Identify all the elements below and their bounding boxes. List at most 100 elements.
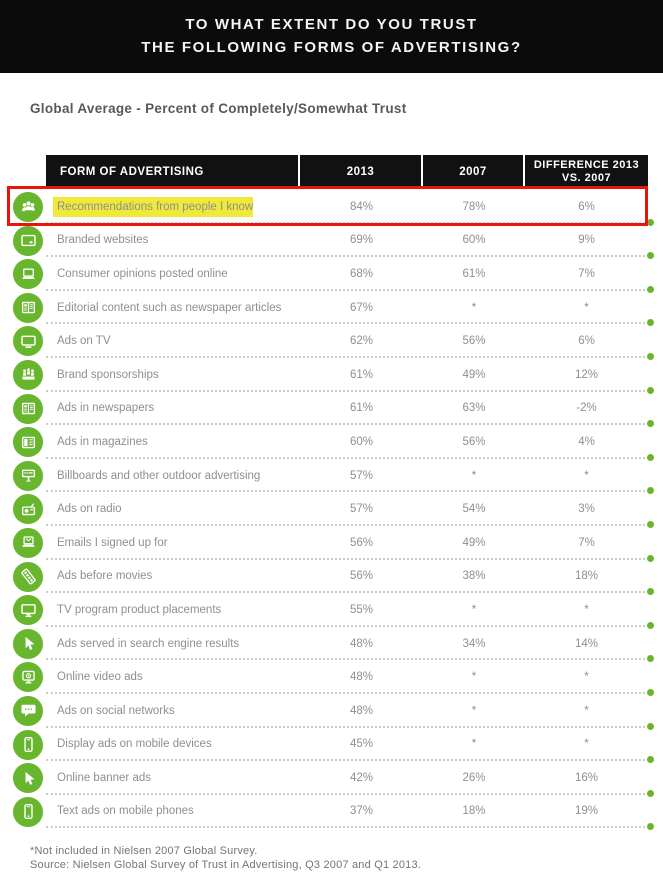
value-2007: * xyxy=(471,738,477,751)
table-row: Online video ads 48% * * xyxy=(0,660,663,696)
value-2007: * xyxy=(471,671,477,684)
green-dot xyxy=(647,352,654,360)
row-separator xyxy=(46,487,654,495)
value-difference: * xyxy=(584,603,589,616)
green-dot xyxy=(647,218,654,226)
value-difference: 16% xyxy=(574,771,599,784)
monitor-icon xyxy=(13,595,43,626)
table-row: TV program product placements 55% * * xyxy=(0,593,663,629)
row-label: Display ads on mobile devices xyxy=(57,738,212,751)
value-2013: 45% xyxy=(349,738,374,751)
green-dot xyxy=(647,621,654,629)
chat-icon xyxy=(13,695,43,726)
value-2013: 57% xyxy=(349,469,374,482)
value-2007: 54% xyxy=(462,503,486,516)
row-label: Ads on radio xyxy=(57,503,122,516)
table-row: Editorial content such as newspaper arti… xyxy=(0,291,663,327)
value-2007: 34% xyxy=(462,637,486,650)
value-2013: 84% xyxy=(349,200,374,213)
row-label: Online banner ads xyxy=(57,771,151,784)
green-dot xyxy=(647,722,654,730)
table-row: Billboards and other outdoor advertising… xyxy=(0,459,663,495)
value-2013: 48% xyxy=(349,704,374,717)
title-line-1: TO WHAT EXTENT DO YOU TRUST xyxy=(185,16,478,33)
chart-subtitle: Global Average - Percent of Completely/S… xyxy=(30,101,407,116)
row-separator xyxy=(46,789,654,797)
magazine-icon xyxy=(13,427,43,458)
value-2013: 60% xyxy=(349,435,374,448)
row-separator xyxy=(46,453,654,461)
cursor-icon xyxy=(13,763,43,794)
value-difference: 6% xyxy=(578,200,595,213)
row-separator xyxy=(46,756,654,764)
billboard-icon xyxy=(13,460,43,491)
value-2013: 62% xyxy=(349,335,374,348)
row-label: Ads in magazines xyxy=(57,435,148,448)
row-label: Online video ads xyxy=(57,671,143,684)
value-difference: 9% xyxy=(578,234,595,247)
value-2007: 63% xyxy=(462,402,486,415)
row-separator xyxy=(46,420,654,428)
green-dot xyxy=(647,789,654,797)
value-2007: 78% xyxy=(462,200,486,213)
green-dot xyxy=(647,252,654,260)
row-label: Ads served in search engine results xyxy=(57,637,240,650)
value-difference: 6% xyxy=(578,335,595,348)
value-difference: 3% xyxy=(578,503,595,516)
value-difference: 7% xyxy=(578,267,595,280)
value-2013: 69% xyxy=(349,234,374,247)
row-label: Brand sponsorships xyxy=(57,368,159,381)
table-row: Ads served in search engine results 48% 34… xyxy=(0,627,663,663)
row-label: Emails I signed up for xyxy=(57,536,168,549)
green-dot xyxy=(647,823,654,831)
green-dot xyxy=(647,285,654,293)
table-row: Ads before movies 56% 38% 18% xyxy=(0,560,663,596)
value-2007: 56% xyxy=(462,335,486,348)
value-2013: 48% xyxy=(349,671,374,684)
value-difference: 19% xyxy=(574,805,599,818)
table-row: Consumer opinions posted online 68% 61% 7% xyxy=(0,257,663,293)
table-row: Ads on social networks 48% * * xyxy=(0,694,663,730)
sponsorship-icon xyxy=(13,359,43,390)
value-difference: -2% xyxy=(576,402,597,415)
row-label: Consumer opinions posted online xyxy=(57,267,228,280)
row-label: Branded websites xyxy=(57,234,149,247)
row-label: Text ads on mobile phones xyxy=(57,805,194,818)
value-difference: 4% xyxy=(578,435,595,448)
laptop-icon xyxy=(13,259,43,290)
cursor-icon xyxy=(13,628,43,659)
green-dot xyxy=(647,319,654,327)
value-2013: 55% xyxy=(349,603,374,616)
table-body: Recommendations from people I know 84% 78%… xyxy=(0,186,663,831)
people-icon xyxy=(13,192,43,222)
row-label: Ads before movies xyxy=(57,570,153,583)
value-difference: * xyxy=(584,469,589,482)
row-label: Recommendations from people I know xyxy=(57,200,254,213)
value-2007: * xyxy=(471,704,477,717)
value-2007: 61% xyxy=(462,267,486,280)
row-separator xyxy=(46,554,654,562)
row-separator xyxy=(46,520,654,528)
newspaper-icon xyxy=(13,292,43,323)
tv-icon xyxy=(13,326,43,357)
table-row: Emails I signed up for 56% 49% 7% xyxy=(0,526,663,562)
table-row: Branded websites 69% 60% 9% xyxy=(0,224,663,260)
laptop-mail-icon xyxy=(13,527,43,558)
value-difference: * xyxy=(584,704,589,717)
table-row: Ads on radio 57% 54% 3% xyxy=(0,492,663,528)
green-dot xyxy=(647,420,654,428)
row-separator xyxy=(46,252,654,260)
value-2007: 60% xyxy=(462,234,486,247)
footnote: *Not included in Nielsen 2007 Global Sur… xyxy=(30,845,258,857)
row-separator xyxy=(46,621,654,629)
value-2013: 42% xyxy=(349,771,374,784)
row-separator xyxy=(46,218,654,226)
row-label: Ads in newspapers xyxy=(57,402,155,415)
value-2013: 48% xyxy=(349,637,374,650)
browser-icon xyxy=(13,225,43,256)
value-difference: 7% xyxy=(578,536,595,549)
column-header-2013: 2013 xyxy=(300,155,423,189)
value-2007: * xyxy=(471,469,477,482)
value-2013: 56% xyxy=(349,536,374,549)
